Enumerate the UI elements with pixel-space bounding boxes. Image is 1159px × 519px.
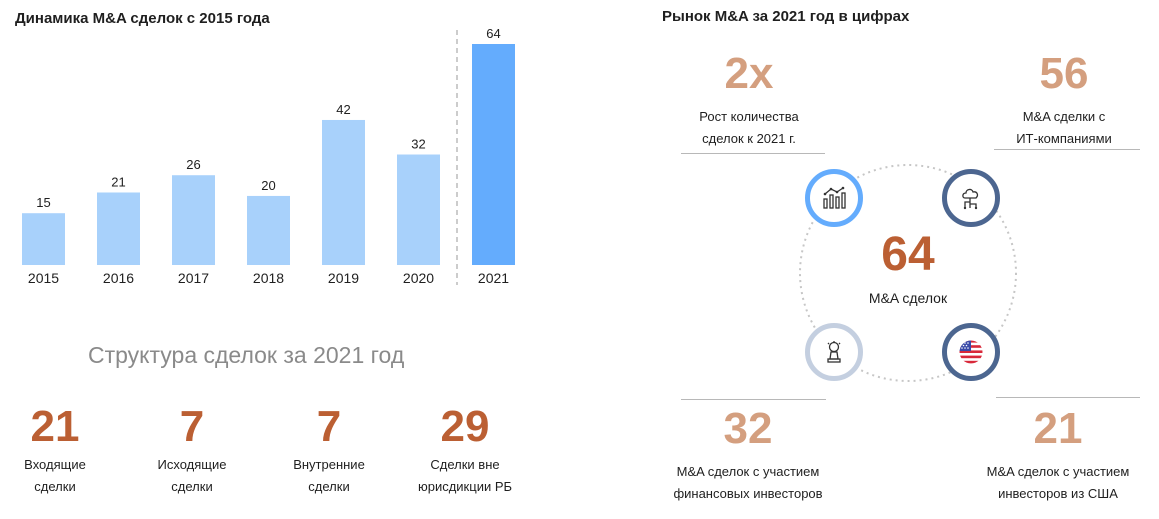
figure-label: M&A сделок с участием финансовых инвесто… bbox=[673, 464, 823, 501]
bar-chart-icon bbox=[823, 186, 846, 209]
tick-label-2019: 2019 bbox=[328, 270, 359, 286]
bar-2017 bbox=[172, 175, 215, 265]
figure-value: 32 bbox=[723, 404, 773, 453]
structure-label: Входящие сделки bbox=[24, 457, 86, 494]
bar-2018 bbox=[247, 195, 290, 265]
chart-title: Динамика M&A сделок с 2015 года bbox=[15, 10, 270, 27]
center-value: 64 bbox=[881, 228, 935, 281]
structure-value: 7 bbox=[316, 402, 342, 451]
structure-label: Сделки вне юрисдикции РБ bbox=[417, 457, 513, 494]
divider bbox=[681, 153, 825, 154]
bar-2019 bbox=[322, 119, 365, 265]
orbit-ring bbox=[799, 164, 1017, 382]
data-label-2018: 20 bbox=[261, 178, 275, 193]
center-label: M&A сделок bbox=[868, 290, 948, 306]
tick-label-2015: 2015 bbox=[28, 270, 59, 286]
chess-piece-icon bbox=[827, 341, 841, 363]
structure-value: 21 bbox=[30, 402, 80, 451]
bar-2020 bbox=[397, 154, 440, 265]
bar-2015 bbox=[22, 213, 65, 265]
figure-it-deals: 56 M&A сделки с ИТ-компаниями bbox=[985, 50, 1143, 150]
analytics-badge bbox=[805, 169, 863, 227]
bar-chart: 15 2015 21 2016 26 2017 20 2018 42 2019 32 2020 64 20… bbox=[22, 26, 515, 286]
divider bbox=[994, 149, 1140, 150]
tick-label-2016: 2016 bbox=[103, 270, 134, 286]
data-label-2019: 42 bbox=[336, 102, 350, 117]
data-label-2015: 15 bbox=[36, 195, 50, 210]
tech-badge bbox=[942, 169, 1000, 227]
investor-badge bbox=[805, 323, 863, 381]
figure-value: 2x bbox=[724, 49, 774, 98]
structure-label: Внутренние сделки bbox=[293, 457, 365, 494]
structure-value: 29 bbox=[440, 402, 490, 451]
divider bbox=[996, 397, 1140, 398]
tech-tree-icon bbox=[962, 188, 979, 210]
tick-label-2021: 2021 bbox=[478, 270, 509, 286]
figure-growth: 2x Рост количества сделок к 2021 г. bbox=[670, 50, 828, 150]
structure-item-foreign: 29 Сделки вне юрисдикции РБ bbox=[400, 402, 530, 498]
data-label-2016: 21 bbox=[111, 174, 125, 189]
data-label-2017: 26 bbox=[186, 157, 200, 172]
figure-financial-investors: 32 M&A сделок с участием финансовых инве… bbox=[648, 405, 848, 505]
figure-label: M&A сделки с ИТ-компаниями bbox=[1016, 109, 1112, 146]
structure-item-incoming: 21 Входящие сделки bbox=[5, 402, 105, 498]
us-flag-icon bbox=[959, 340, 983, 364]
figure-label: M&A сделок с участием инвесторов из США bbox=[986, 464, 1130, 501]
data-label-2020: 32 bbox=[411, 137, 425, 152]
stats-title: Рынок M&A за 2021 год в цифрах bbox=[662, 8, 910, 25]
bar-2021 bbox=[472, 44, 515, 265]
bar-2016 bbox=[97, 192, 140, 265]
tick-label-2020: 2020 bbox=[403, 270, 434, 286]
structure-item-outgoing: 7 Исходящие сделки bbox=[140, 402, 244, 498]
tick-label-2018: 2018 bbox=[253, 270, 284, 286]
figure-label: Рост количества сделок к 2021 г. bbox=[699, 109, 799, 146]
divider bbox=[681, 399, 826, 400]
tick-label-2017: 2017 bbox=[178, 270, 209, 286]
figure-value: 56 bbox=[1039, 49, 1089, 98]
structure-label: Исходящие сделки bbox=[157, 457, 227, 494]
structure-value: 7 bbox=[179, 402, 205, 451]
structure-item-internal: 7 Внутренние сделки bbox=[277, 402, 381, 498]
figure-us-investors: 21 M&A сделок с участием инвесторов из С… bbox=[958, 405, 1158, 505]
usa-badge bbox=[942, 323, 1000, 381]
structure-title: Структура сделок за 2021 год bbox=[88, 342, 405, 368]
data-label-2021: 64 bbox=[486, 26, 500, 41]
figure-value: 21 bbox=[1033, 404, 1083, 453]
